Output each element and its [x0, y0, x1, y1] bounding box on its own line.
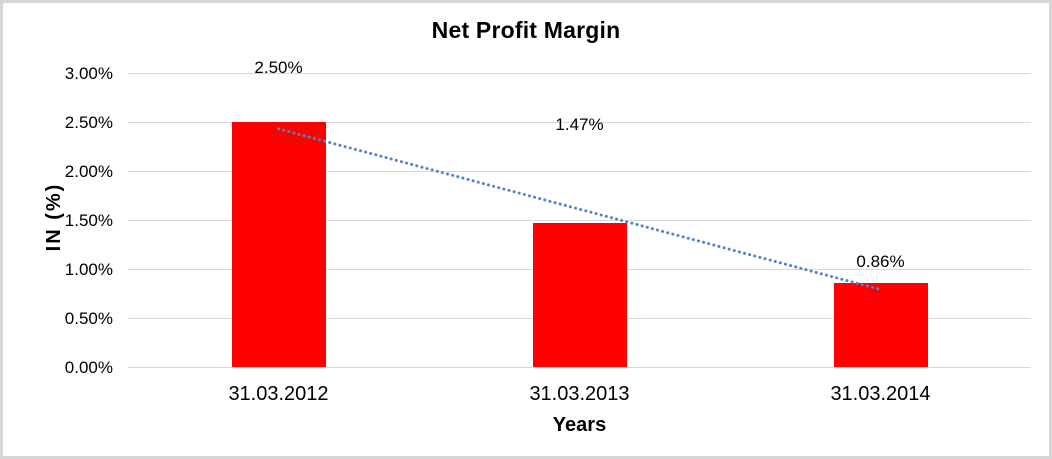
trendline-line	[277, 127, 882, 292]
chart-title: Net Profit Margin	[431, 17, 621, 43]
y-tick-label: 1.50%	[64, 211, 113, 230]
data-label: 1.47%	[555, 115, 604, 134]
data-label: 2.50%	[254, 58, 303, 77]
bar-31.03.2012	[231, 122, 326, 367]
gridline	[128, 122, 1031, 123]
gridline	[128, 367, 1031, 368]
y-tick-label: 0.50%	[64, 309, 113, 328]
gridline	[128, 220, 1031, 221]
y-tick-label: 0.00%	[64, 358, 113, 377]
y-tick-label: 2.00%	[64, 162, 113, 181]
x-axis-title: Years	[552, 414, 607, 436]
plot-area	[128, 73, 1031, 368]
y-tick-label: 1.00%	[64, 260, 113, 279]
y-tick-label: 3.00%	[64, 64, 113, 83]
category-label: 31.03.2012	[228, 383, 329, 405]
trendline	[277, 127, 882, 292]
category-label: 31.03.2014	[830, 383, 931, 405]
data-label: 0.86%	[856, 252, 905, 271]
category-label: 31.03.2013	[529, 383, 630, 405]
bar-31.03.2013	[532, 222, 627, 367]
gridline	[128, 73, 1031, 74]
bar-31.03.2014	[833, 282, 928, 367]
gridline	[128, 171, 1031, 172]
y-tick-label: 2.50%	[64, 113, 113, 132]
